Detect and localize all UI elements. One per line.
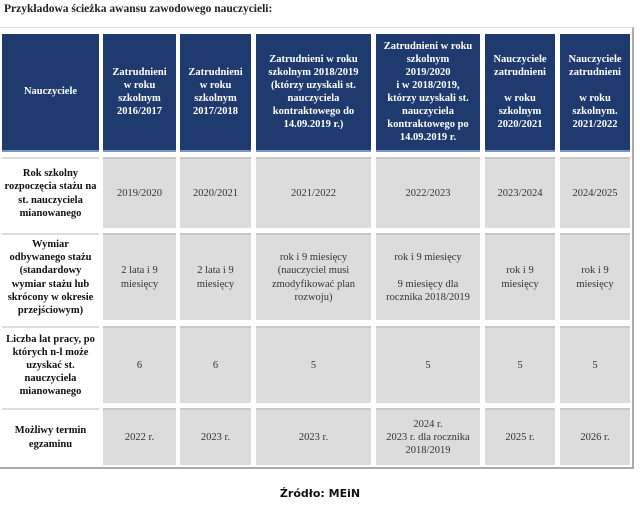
row-label: Liczba lat pracy, po których n-l może uz… <box>2 326 99 403</box>
table-title: Przykładowa ścieżka awansu zawodowego na… <box>4 3 273 15</box>
source-caption: Źródło: MEiN <box>279 487 361 500</box>
table-cell: 5 <box>485 326 555 403</box>
table-cell: 2 lata i 9 miesięcy <box>103 233 176 320</box>
column-header: Zatrudnieni w roku szkolnym 2017/2018 <box>180 34 251 152</box>
row-label: Możliwy termin egzaminu <box>2 408 99 465</box>
table-cell: rok i 9 miesięcy (nauczyciel musi zmodyf… <box>256 233 371 320</box>
table-cell: 5 <box>560 326 630 403</box>
column-header: Nauczyciele zatrudnieni w roku szkolnym.… <box>560 34 630 152</box>
table-cell: 2 lata i 9 miesięcy <box>180 233 251 320</box>
table-cell: 2023 r. <box>180 408 251 465</box>
table-cell: rok i 9 miesięcy 9 miesięcy dla rocznika… <box>376 233 480 320</box>
row-label: Wymiar odbywanego stażu (standardowy wym… <box>2 233 99 320</box>
table-cell: 2023/2024 <box>485 157 555 228</box>
table-cell: 5 <box>256 326 371 403</box>
column-header: Nauczyciele <box>2 34 99 152</box>
table-cell: 2026 r. <box>560 408 630 465</box>
table-cell: 2023 r. <box>256 408 371 465</box>
column-header: Nauczyciele zatrudnieni w roku szkolnym … <box>485 34 555 152</box>
table-cell: 6 <box>180 326 251 403</box>
table-cell: 2019/2020 <box>103 157 176 228</box>
table-cell: rok i 9 miesięcy <box>560 233 630 320</box>
table-frame <box>0 27 634 469</box>
table-cell: 2022/2023 <box>376 157 480 228</box>
row-label: Rok szkolny rozpoczęcia stażu na st. nau… <box>2 157 99 228</box>
column-header: Zatrudnieni w roku szkolnym 2018/2019 (k… <box>256 34 371 152</box>
table-cell: 2024/2025 <box>560 157 630 228</box>
table-cell: 2025 r. <box>485 408 555 465</box>
table-cell: 2022 r. <box>103 408 176 465</box>
table-cell: rok i 9 miesięcy <box>485 233 555 320</box>
table-cell: 2024 r. 2023 r. dla rocznika 2018/2019 <box>376 408 480 465</box>
table-cell: 6 <box>103 326 176 403</box>
table-cell: 2020/2021 <box>180 157 251 228</box>
table-cell: 2021/2022 <box>256 157 371 228</box>
table-cell: 5 <box>376 326 480 403</box>
column-header: Zatrudnieni w roku szkolnym 2016/2017 <box>103 34 176 152</box>
column-header: Zatrudnieni w roku szkolnym 2019/2020 i … <box>376 34 480 152</box>
